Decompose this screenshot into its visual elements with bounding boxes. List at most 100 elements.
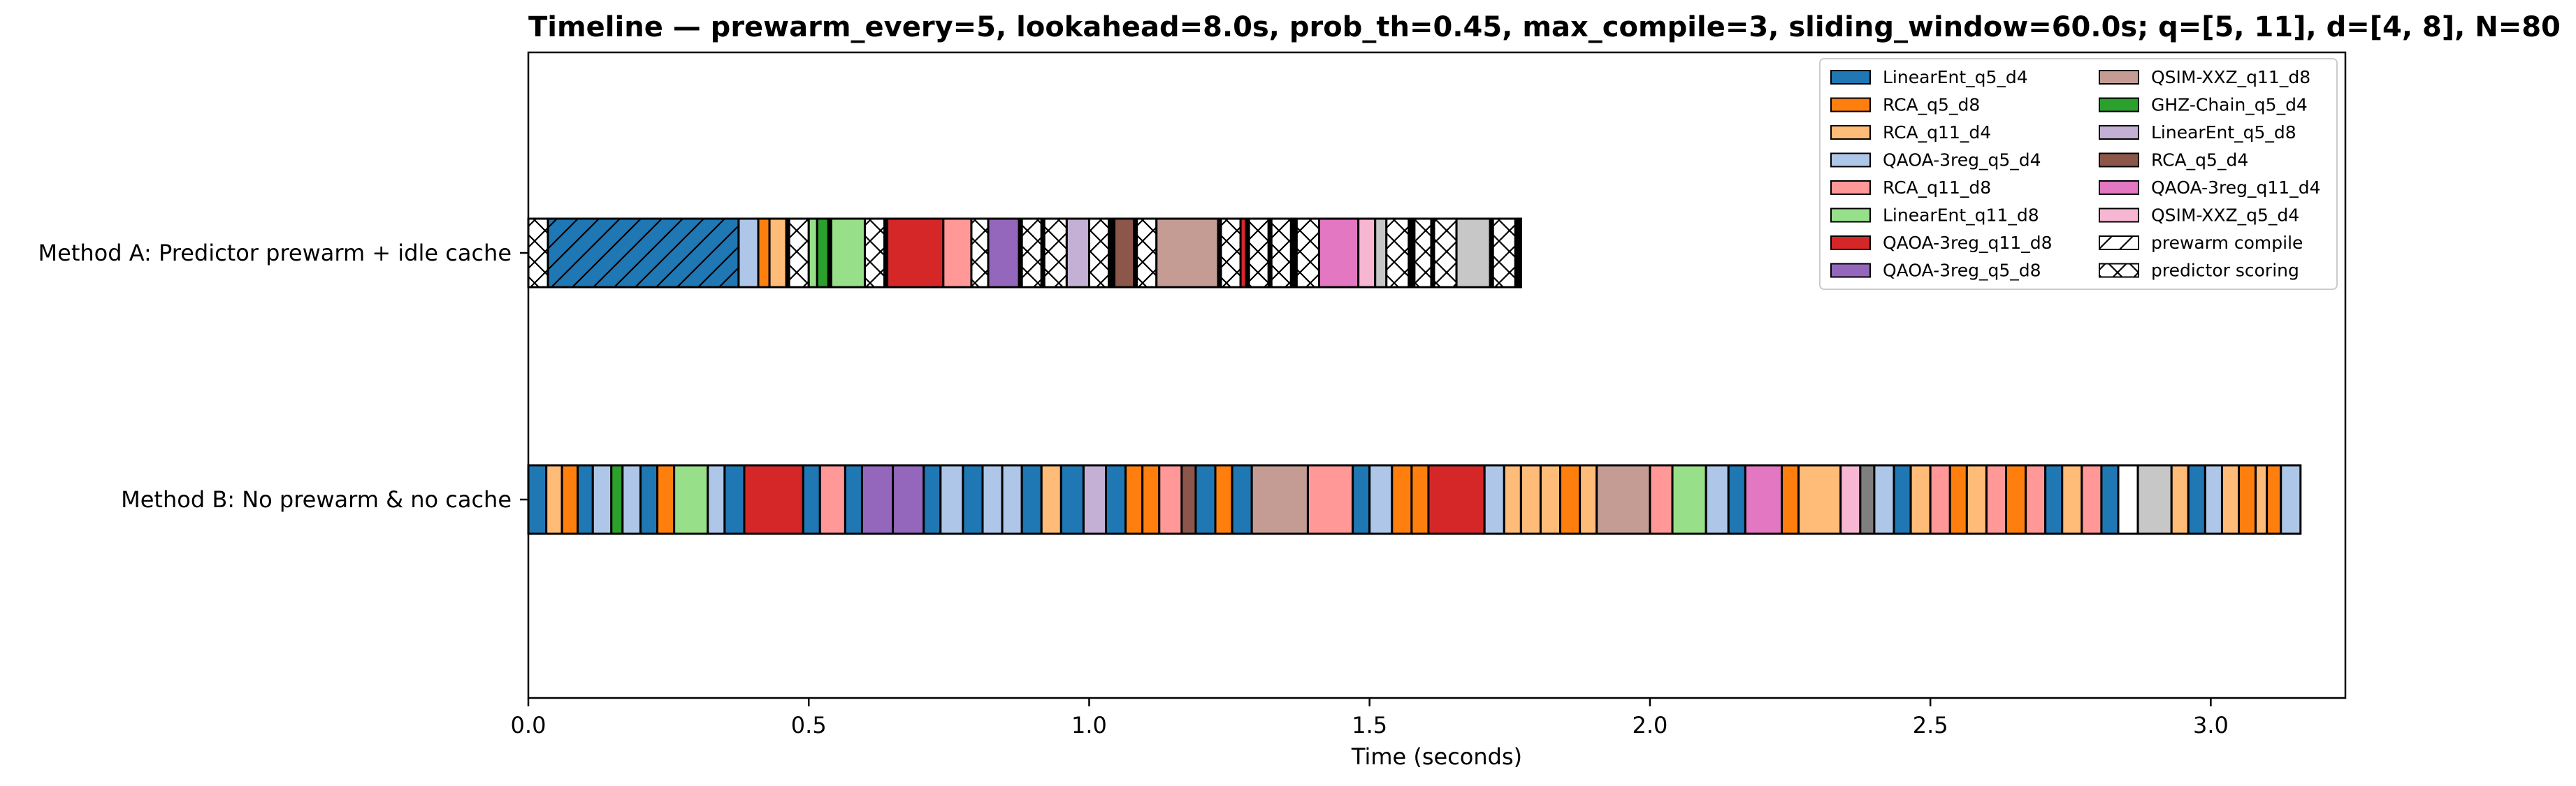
- timeline-segment: [1124, 464, 1144, 535]
- timeline-segment: [560, 464, 579, 535]
- y-tick-label: Method A: Predictor prewarm + idle cache: [38, 240, 512, 266]
- timeline-segment: [1781, 464, 1800, 535]
- timeline-segment: [1385, 217, 1410, 289]
- legend-swatch: [1831, 263, 1870, 277]
- timeline-segment: [1001, 464, 1023, 535]
- legend-label: LinearEnt_q11_d8: [1883, 205, 2039, 226]
- legend-label: RCA_q5_d8: [1883, 95, 1980, 115]
- timeline-segment: [1427, 464, 1486, 535]
- timeline-segment: [1705, 464, 1730, 535]
- timeline-segment: [1391, 464, 1413, 535]
- timeline-segment: [1113, 217, 1136, 289]
- timeline-segment: [2266, 464, 2282, 535]
- timeline-segment: [1519, 464, 1542, 535]
- timeline-segment: [1873, 464, 1895, 535]
- legend-item: LinearEnt_q11_d8: [1830, 205, 2039, 226]
- legend-swatch: [2099, 98, 2139, 112]
- timeline-segment: [1727, 464, 1746, 535]
- timeline-segment: [673, 464, 709, 535]
- timeline-segment: [1250, 464, 1309, 535]
- timeline-segment: [656, 464, 676, 535]
- legend-item: GHZ-Chain_q5_d4: [2099, 95, 2308, 115]
- legend-label: RCA_q11_d4: [1883, 122, 1991, 143]
- timeline-segment: [2044, 464, 2064, 535]
- timeline-segment: [2204, 464, 2223, 535]
- timeline-segment: [2238, 464, 2257, 535]
- legend-item: QSIM-XXZ_q11_d8: [2099, 67, 2310, 87]
- timeline-segment: [2170, 464, 2190, 535]
- timeline-segment: [577, 464, 594, 535]
- legend-label: QAOA-3reg_q11_d4: [2151, 177, 2321, 198]
- x-tick-label: 3.0: [2193, 712, 2229, 738]
- legend-frame: [1819, 58, 2338, 290]
- bars-layer: [527, 217, 2302, 535]
- legend-label: RCA_q5_d4: [2151, 150, 2248, 170]
- timeline-segment: [1491, 217, 1517, 289]
- timeline-segment: [1744, 464, 1783, 535]
- legend-item: QAOA-3reg_q5_d4: [1830, 150, 2041, 170]
- y-axis: Method A: Predictor prewarm + idle cache…: [38, 240, 528, 513]
- timeline-segment: [737, 217, 760, 289]
- legend-swatch: [1831, 236, 1870, 249]
- timeline-segment: [1040, 464, 1062, 535]
- legend-item: QAOA-3reg_q11_d4: [2099, 177, 2321, 198]
- timeline-segment: [1270, 217, 1292, 289]
- timeline-segment: [1410, 464, 1430, 535]
- timeline-segment: [2025, 464, 2047, 535]
- timeline-segment: [970, 217, 990, 289]
- timeline-segment: [527, 464, 548, 535]
- timeline-segment: [757, 217, 771, 289]
- timeline-segment: [2220, 464, 2241, 535]
- timeline-segment: [545, 464, 563, 535]
- timeline-segment: [830, 217, 866, 289]
- legend-swatch: [1831, 126, 1870, 139]
- x-axis: 0.0 0.5 1.0 1.5 2.0 2.5 3.0: [511, 698, 2229, 738]
- legend-item: predictor scoring: [2099, 261, 2299, 281]
- timeline-segment: [2005, 464, 2027, 535]
- timeline-segment: [802, 464, 821, 535]
- legend-swatch: [2099, 181, 2139, 194]
- timeline-segment: [2280, 464, 2302, 535]
- timeline-segment: [2061, 464, 2083, 535]
- timeline-segment: [1295, 217, 1320, 289]
- legend-swatch: [1831, 71, 1870, 84]
- timeline-segment: [1317, 217, 1360, 289]
- legend-item: LinearEnt_q5_d8: [2099, 122, 2296, 143]
- legend: LinearEnt_q5_d4 RCA_q5_d8 RCA_q11_d4 QAOA-3…: [1819, 58, 2338, 290]
- x-tick-label: 1.5: [1352, 712, 1387, 738]
- timeline-segment: [1579, 464, 1598, 535]
- timeline-segment: [1433, 217, 1458, 289]
- legend-label: QAOA-3reg_q5_d4: [1883, 150, 2041, 170]
- timeline-segment: [1020, 464, 1043, 535]
- x-tick-label: 0.5: [791, 712, 827, 738]
- timeline-segment: [1413, 217, 1433, 289]
- timeline-segment: [1231, 464, 1253, 535]
- timeline-segment: [1020, 217, 1043, 289]
- timeline-segment: [1514, 217, 1522, 289]
- x-tick-label: 2.5: [1913, 712, 1948, 738]
- legend-swatch: [1831, 153, 1870, 167]
- legend-item: RCA_q5_d8: [1830, 95, 1980, 115]
- timeline-segment: [844, 464, 863, 535]
- timeline-segment: [1985, 464, 2008, 535]
- legend-label: prewarm compile: [2151, 233, 2303, 253]
- legend-swatch: [1831, 208, 1870, 222]
- timeline-segment: [1503, 464, 1522, 535]
- timeline-segment: [1194, 464, 1217, 535]
- timeline-segment: [1483, 464, 1505, 535]
- timeline-segment: [1105, 464, 1127, 535]
- timeline-segment: [1158, 464, 1183, 535]
- legend-label: GHZ-Chain_q5_d4: [2151, 95, 2308, 115]
- legend-item: LinearEnt_q5_d4: [1830, 67, 2028, 87]
- timeline-segment: [1352, 464, 1371, 535]
- timeline-segment: [1141, 464, 1161, 535]
- timeline-segment: [723, 464, 746, 535]
- legend-item: RCA_q11_d4: [1830, 122, 1991, 143]
- y-tick-label: Method B: No prewarm & no cache: [121, 486, 512, 513]
- x-axis-label: Time (seconds): [1351, 743, 1522, 770]
- timeline-segment: [1965, 464, 1988, 535]
- x-tick-label: 0.0: [511, 712, 547, 738]
- timeline-segment: [1214, 464, 1233, 535]
- timeline-segment: [707, 464, 726, 535]
